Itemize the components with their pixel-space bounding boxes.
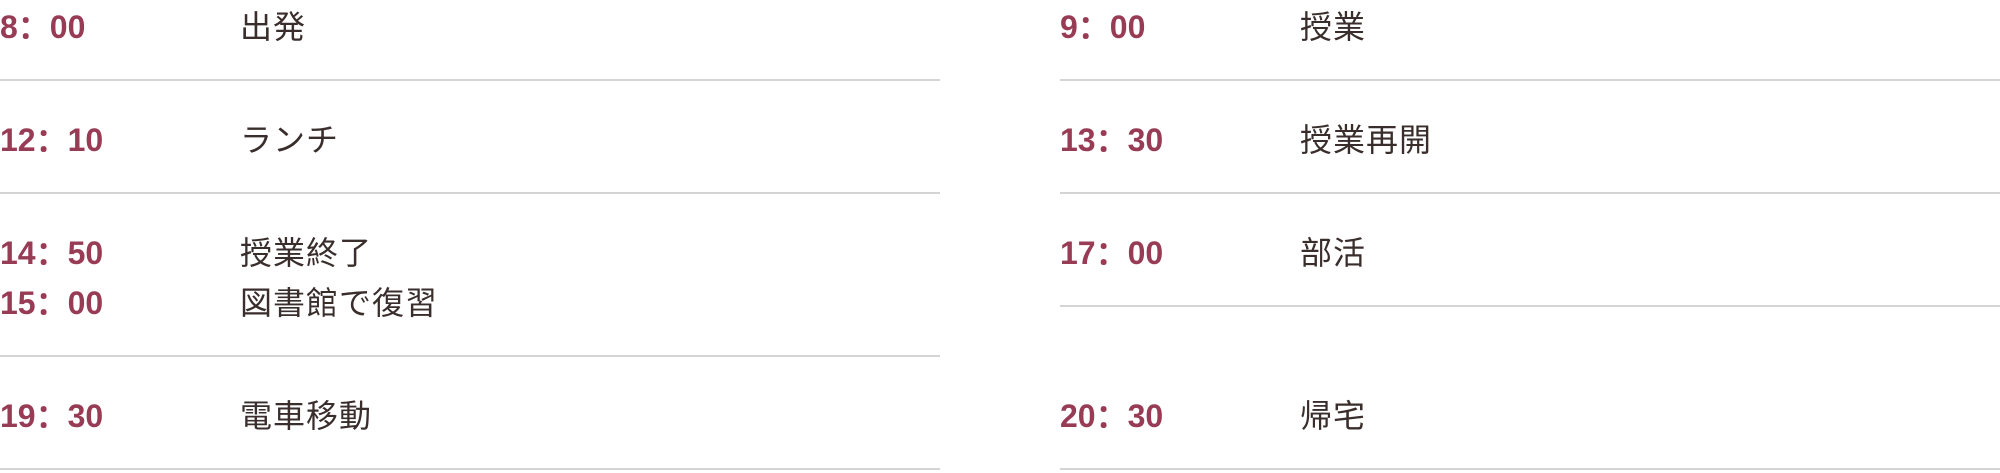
schedule-entry: 8：00 出発 bbox=[0, 2, 940, 52]
entry-label: 図書館で復習 bbox=[240, 285, 439, 321]
schedule-cell-right-4: 20：30 帰宅 bbox=[1060, 357, 2000, 470]
entry-time: 9：00 bbox=[1060, 9, 1146, 45]
schedule-entry: 14：50 授業終了 bbox=[0, 228, 940, 278]
schedule-entry: 13：30 授業再開 bbox=[1060, 115, 2000, 165]
schedule-entry: 15：00 図書館で復習 bbox=[0, 278, 940, 328]
entry-time: 19：30 bbox=[0, 398, 104, 434]
entry-time: 14：50 bbox=[0, 235, 104, 271]
entry-time: 20：30 bbox=[1060, 398, 1164, 434]
schedule-cell-left-3: 14：50 授業終了 15：00 図書館で復習 bbox=[0, 194, 940, 357]
schedule-cell-right-2: 13：30 授業再開 bbox=[1060, 81, 2000, 194]
entry-label: 授業 bbox=[1300, 9, 1367, 45]
schedule-entry: 9：00 授業 bbox=[1060, 2, 2000, 52]
schedule-cell-left-4: 19：30 電車移動 bbox=[0, 357, 940, 470]
entry-time: 15：00 bbox=[0, 285, 104, 321]
schedule-cell-right-1: 9：00 授業 bbox=[1060, 0, 2000, 81]
entry-label: 部活 bbox=[1300, 235, 1367, 271]
schedule-cell-left-1: 8：00 出発 bbox=[0, 0, 940, 81]
entry-label: 帰宅 bbox=[1300, 398, 1367, 434]
entry-label: 出発 bbox=[240, 9, 307, 45]
schedule-entry: 12：10 ランチ bbox=[0, 115, 940, 165]
schedule-entry: 17：00 部活 bbox=[1060, 228, 2000, 278]
entry-time: 13：30 bbox=[1060, 122, 1164, 158]
entry-label: 電車移動 bbox=[240, 398, 373, 434]
entry-time: 17：00 bbox=[1060, 235, 1164, 271]
entry-label: ランチ bbox=[240, 122, 340, 158]
schedule-entry: 20：30 帰宅 bbox=[1060, 391, 2000, 441]
entry-time: 12：10 bbox=[0, 122, 104, 158]
schedule-cell-right-3: 17：00 部活 bbox=[1060, 194, 2000, 307]
schedule-entry: 19：30 電車移動 bbox=[0, 391, 940, 441]
entry-label: 授業終了 bbox=[240, 235, 373, 271]
entry-label: 授業再開 bbox=[1300, 122, 1433, 158]
entry-time: 8：00 bbox=[0, 9, 86, 45]
schedule-cell-left-2: 12：10 ランチ bbox=[0, 81, 940, 194]
